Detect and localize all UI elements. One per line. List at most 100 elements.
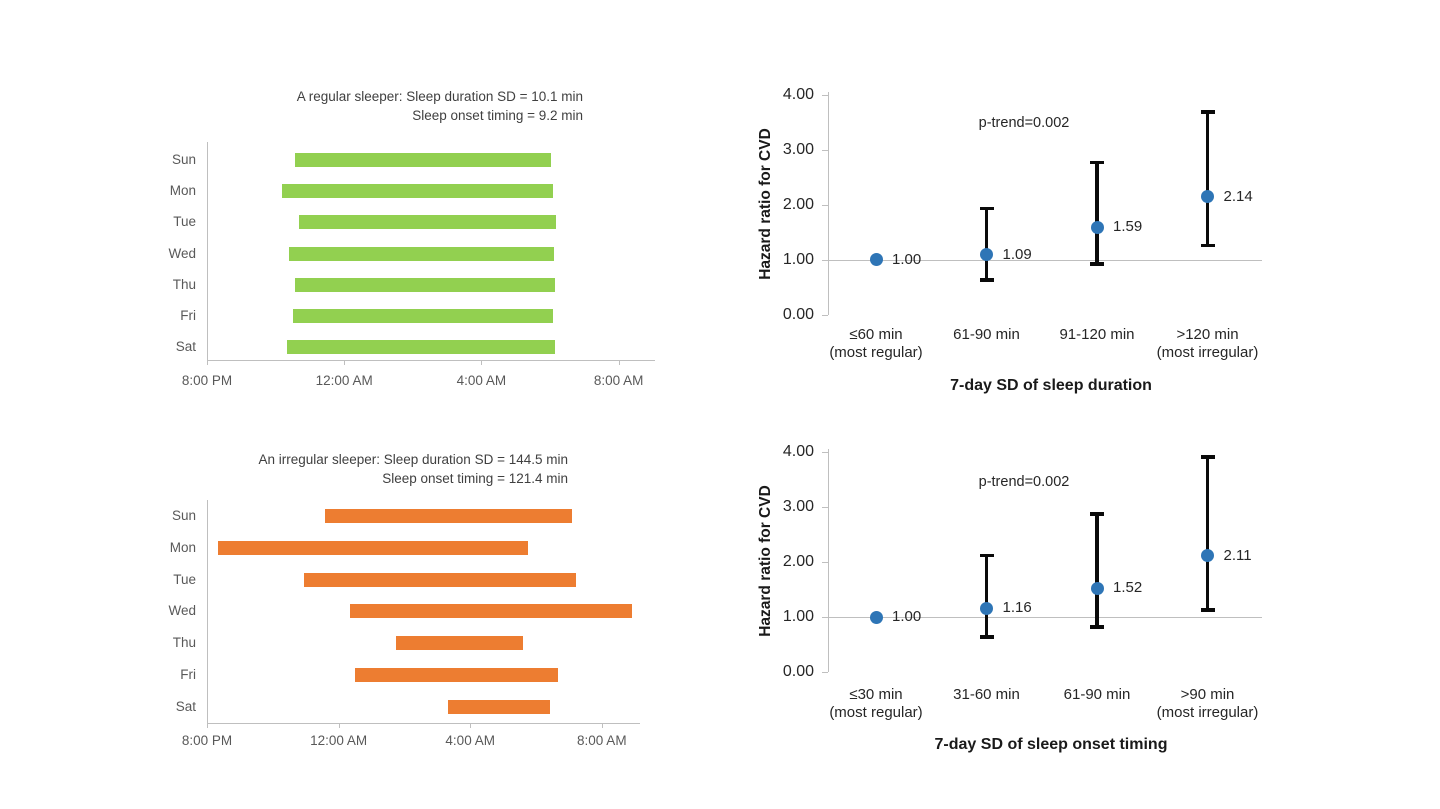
y-tick-mark bbox=[822, 452, 828, 453]
y-tick-label: 3.00 bbox=[782, 498, 814, 515]
x-tick-label: 8:00 PM bbox=[181, 373, 233, 388]
error-bar-line bbox=[1095, 162, 1099, 265]
hr-point-marker bbox=[980, 248, 993, 262]
hr-value-label: 2.14 bbox=[1223, 187, 1253, 205]
y-tick-label: 4.00 bbox=[782, 85, 814, 103]
day-label: Fri bbox=[180, 667, 196, 683]
x-tick-label: 4:00 AM bbox=[445, 733, 495, 748]
hr-point-marker bbox=[869, 253, 883, 266]
x-tick-mark bbox=[470, 723, 472, 728]
day-label: Tue bbox=[173, 214, 196, 230]
y-tick-mark bbox=[822, 94, 828, 96]
reference-line bbox=[828, 617, 1262, 618]
chart-title-line: A regular sleeper: Sleep duration SD = 1… bbox=[296, 89, 583, 104]
x-tick-label: 8:00 AM bbox=[593, 373, 644, 388]
sleep-bar bbox=[395, 636, 523, 651]
hr-point-marker bbox=[980, 601, 993, 615]
sleep-bar bbox=[448, 699, 551, 714]
hr-value-label: 1.09 bbox=[1002, 245, 1032, 263]
day-label: Thu bbox=[172, 635, 196, 651]
sleep-bar bbox=[294, 277, 555, 292]
sleep-bar bbox=[286, 340, 555, 355]
y-axis-line bbox=[828, 449, 829, 672]
error-bar-cap-top bbox=[979, 206, 994, 211]
hr-point-marker bbox=[1201, 190, 1214, 204]
x-tick-label: 4:00 AM bbox=[456, 373, 507, 388]
x-category-label: >120 min bbox=[1176, 326, 1239, 343]
y-tick-label: 0.00 bbox=[782, 305, 814, 323]
error-bar-line bbox=[1095, 513, 1099, 628]
y-tick-mark bbox=[822, 204, 828, 206]
error-bar-cap-top bbox=[1090, 160, 1104, 165]
day-label: Mon bbox=[169, 539, 196, 555]
hr-point-marker bbox=[869, 610, 883, 624]
sleep-bar bbox=[350, 604, 633, 619]
hr-point-marker bbox=[1201, 549, 1214, 563]
x-tick-label: 12:00 AM bbox=[315, 373, 373, 388]
hr-value-label: 1.59 bbox=[1113, 218, 1143, 236]
day-label: Sun bbox=[171, 508, 196, 523]
x-category-sublabel: (most irregular) bbox=[1156, 344, 1259, 361]
x-tick-label: 8:00 AM bbox=[577, 733, 627, 748]
day-label: Sun bbox=[171, 152, 196, 167]
y-tick-label: 1.00 bbox=[782, 608, 814, 625]
x-tick-mark bbox=[338, 723, 340, 728]
hr-point-marker bbox=[1090, 220, 1104, 234]
x-axis-title: 7-day SD of sleep onset timing bbox=[934, 736, 1168, 753]
y-tick-label: 2.00 bbox=[782, 553, 814, 570]
day-label: Wed bbox=[168, 245, 196, 261]
day-label: Sat bbox=[175, 698, 196, 714]
y-tick-label: 1.00 bbox=[782, 250, 814, 268]
hr-value-label: 1.16 bbox=[1002, 599, 1032, 617]
y-tick-mark bbox=[822, 672, 828, 673]
day-label: Sat bbox=[175, 339, 196, 355]
x-tick-label: 8:00 PM bbox=[181, 733, 233, 748]
x-category-sublabel: (most regular) bbox=[829, 704, 923, 721]
x-tick-mark bbox=[344, 360, 346, 365]
y-tick-mark bbox=[822, 314, 828, 316]
error-bar-cap-top bbox=[979, 553, 994, 558]
x-axis-title: 7-day SD of sleep duration bbox=[950, 377, 1152, 394]
x-category-label: 91-120 min bbox=[1059, 326, 1135, 343]
day-label: Fri bbox=[180, 307, 196, 323]
p-trend-label: p-trend=0.002 bbox=[978, 474, 1070, 490]
x-category-label: 61-90 min bbox=[953, 326, 1020, 343]
error-bar-line bbox=[984, 208, 989, 281]
p-trend-label: p-trend=0.002 bbox=[978, 115, 1070, 131]
y-tick-mark bbox=[822, 149, 828, 151]
error-bar-cap-bottom bbox=[1090, 625, 1104, 629]
x-category-label: ≤60 min bbox=[849, 326, 903, 343]
sleep-bar bbox=[325, 509, 572, 523]
y-tick-label: 2.00 bbox=[782, 195, 814, 213]
hr-value-label: 1.52 bbox=[1113, 579, 1143, 597]
error-bar-cap-top bbox=[1200, 455, 1215, 459]
x-category-label: 31-60 min bbox=[953, 686, 1020, 703]
x-axis-line bbox=[207, 723, 640, 724]
y-tick-label: 4.00 bbox=[782, 443, 814, 460]
hr-point-marker bbox=[1090, 581, 1104, 595]
hr-value-label: 2.11 bbox=[1223, 546, 1252, 564]
day-label: Thu bbox=[172, 276, 196, 292]
day-label: Wed bbox=[168, 603, 196, 619]
x-category-sublabel: (most irregular) bbox=[1156, 704, 1259, 721]
sleep-bar bbox=[294, 153, 551, 167]
x-category-label: >90 min bbox=[1180, 686, 1235, 703]
error-bar-cap-bottom bbox=[1200, 608, 1215, 612]
y-tick-mark bbox=[822, 617, 828, 618]
y-axis-title: Hazard ratio for CVD bbox=[757, 485, 774, 637]
x-tick-mark bbox=[481, 360, 483, 365]
chart-title-line: Sleep onset timing = 9.2 min bbox=[412, 108, 583, 123]
y-tick-mark bbox=[822, 259, 828, 261]
sleep-bar bbox=[304, 572, 577, 587]
day-label: Tue bbox=[173, 571, 196, 587]
chart-title-line: Sleep onset timing = 121.4 min bbox=[382, 471, 568, 486]
x-tick-mark bbox=[618, 360, 620, 365]
chart-title-line: An irregular sleeper: Sleep duration SD … bbox=[258, 452, 568, 467]
x-category-sublabel: (most regular) bbox=[829, 344, 923, 361]
y-axis-line bbox=[207, 142, 208, 365]
x-category-label: 61-90 min bbox=[1063, 686, 1131, 703]
